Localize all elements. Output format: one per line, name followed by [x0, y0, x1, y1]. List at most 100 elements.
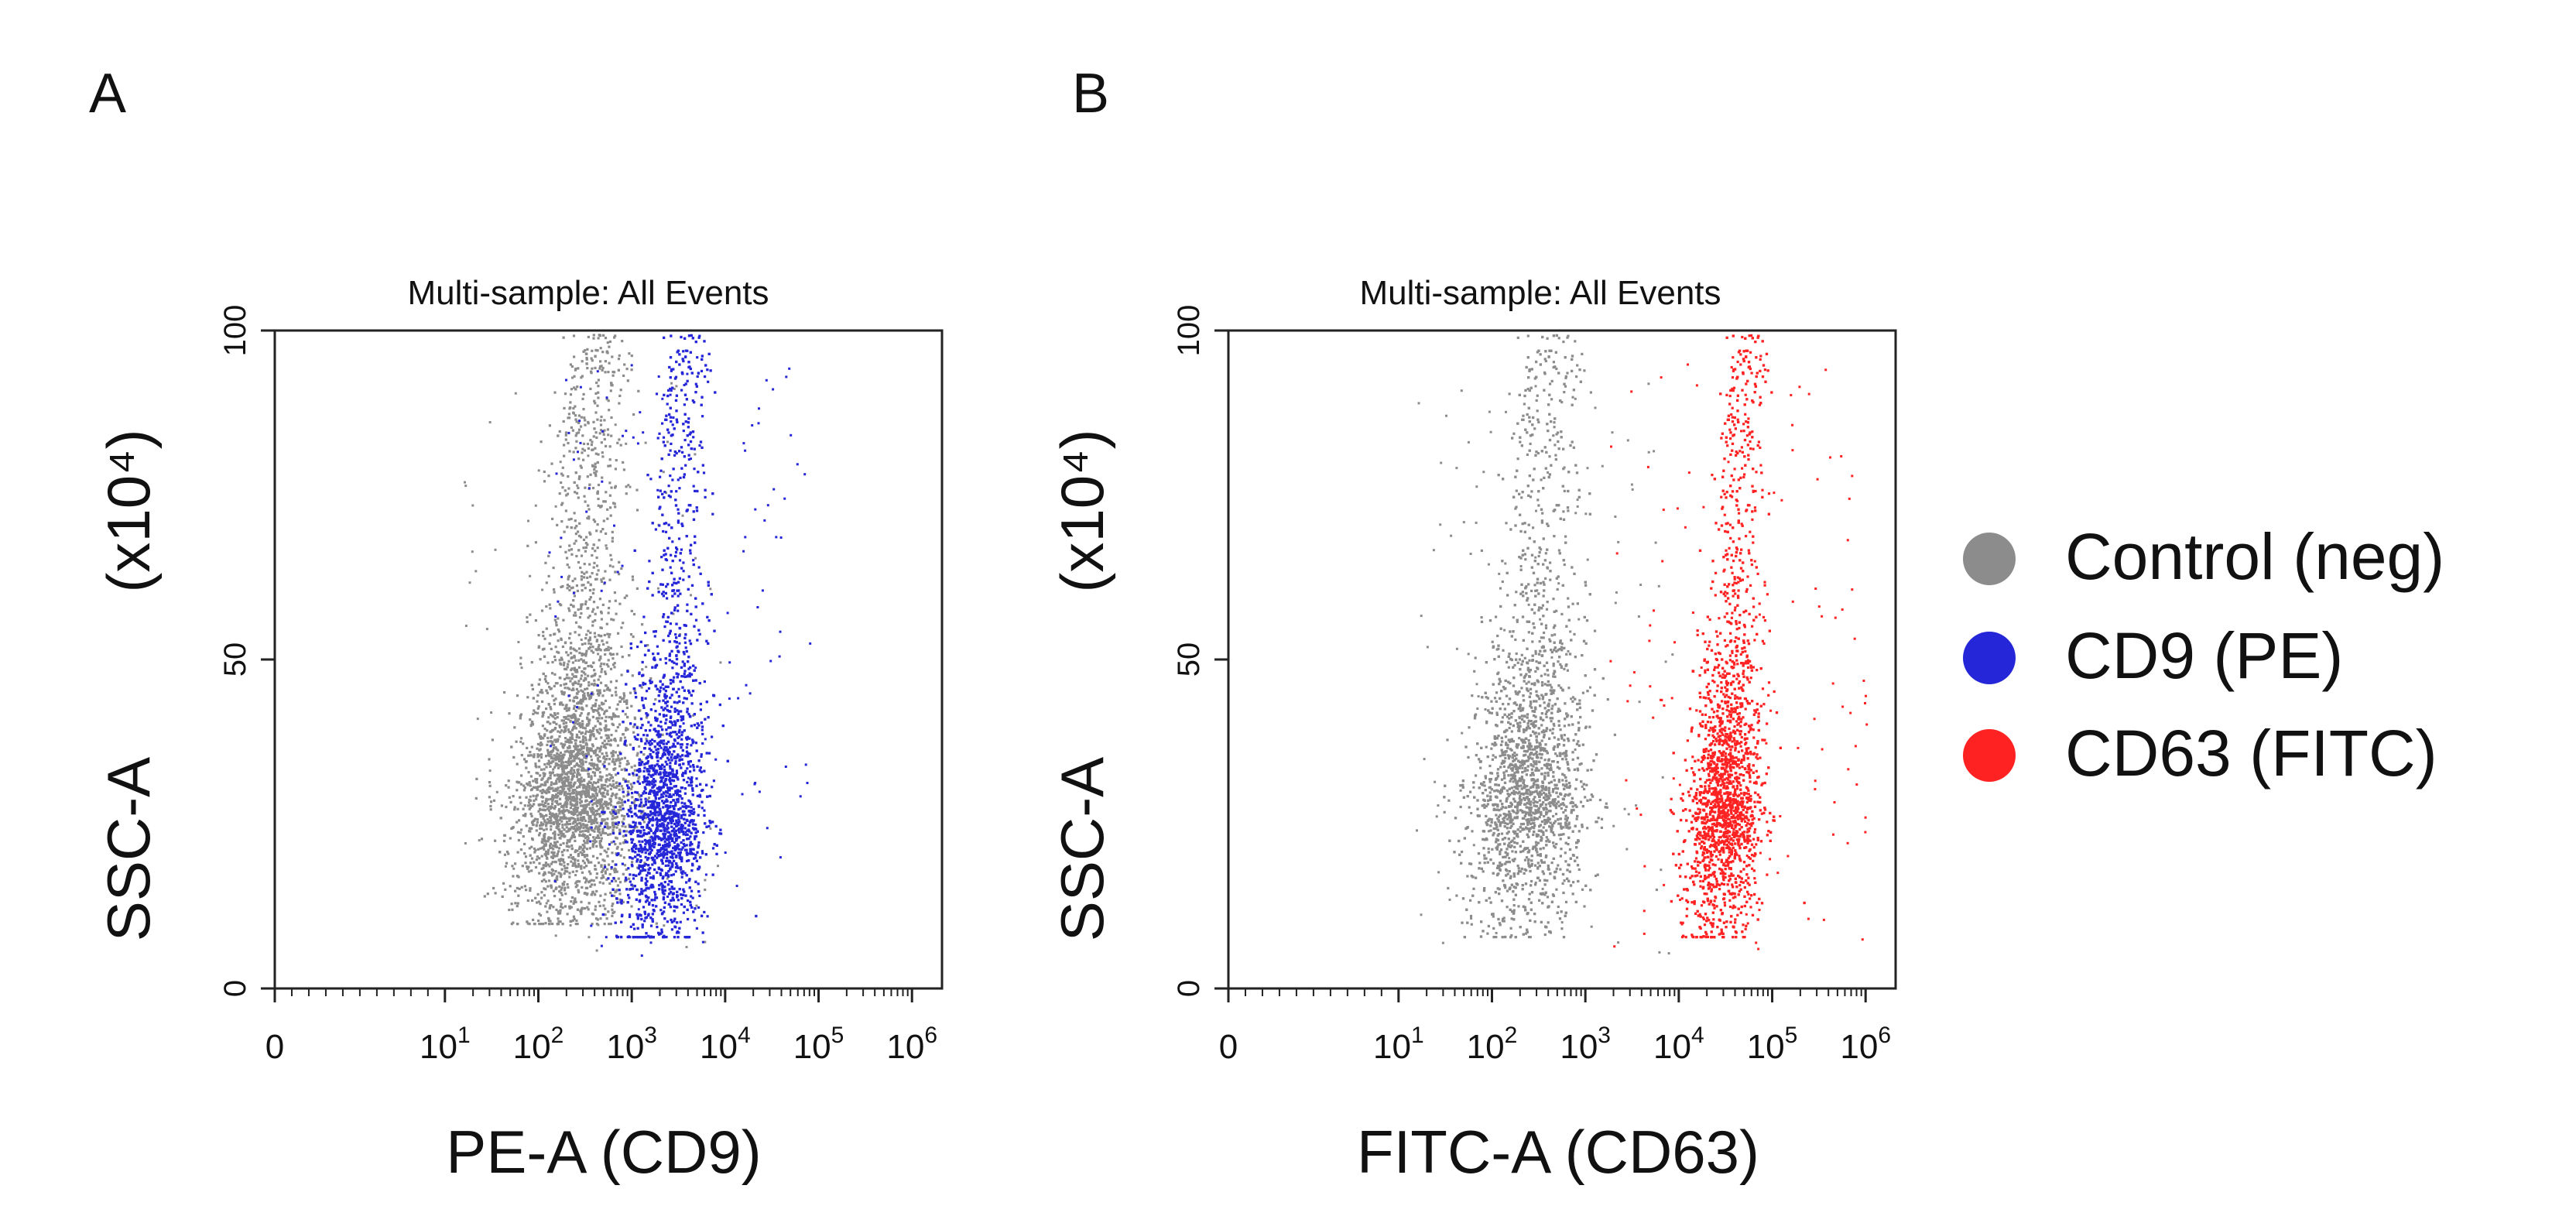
chart-a-point [666, 732, 669, 735]
chart-a-point [659, 475, 662, 478]
chart-a-point [683, 653, 686, 656]
chart-a-point [608, 633, 611, 636]
chart-a-point [601, 752, 604, 755]
chart-a-point [503, 853, 507, 856]
chart-a-point [604, 729, 607, 732]
chart-a-point [601, 366, 605, 370]
chart-a-point [562, 841, 565, 845]
chart-a-point [599, 347, 602, 350]
chart-a-point [577, 457, 581, 461]
chart-a-point [574, 830, 577, 833]
chart-a-point [516, 807, 519, 810]
chart-a-point [595, 639, 598, 642]
chart-a-point [591, 359, 594, 362]
chart-a-point [717, 865, 719, 868]
chart-a-point [572, 450, 575, 454]
chart-a-point [629, 633, 633, 636]
chart-a-point [663, 768, 666, 772]
chart-a-point [575, 492, 579, 495]
chart-a-point [543, 828, 546, 831]
chart-a-point [587, 870, 591, 873]
chart-a-point [581, 834, 584, 838]
chart-a-point [696, 375, 699, 379]
chart-a-point [591, 646, 594, 649]
chart-a-point [575, 756, 578, 759]
chart-a-point [486, 892, 489, 896]
chart-a-point [591, 591, 594, 594]
chart-a-point [499, 817, 502, 820]
chart-a-point [567, 487, 570, 490]
chart-a-point [591, 844, 594, 847]
chart-a-point [517, 838, 520, 842]
chart-a-point [584, 661, 587, 664]
chart-a-point [537, 469, 540, 472]
chart-a-point [595, 436, 598, 439]
chart-a-point [575, 802, 578, 805]
chart-a-point [611, 904, 614, 907]
chart-a-point [574, 715, 577, 718]
chart-a-point [572, 769, 575, 772]
chart-a-point [587, 447, 590, 450]
chart-a-point [554, 738, 558, 742]
chart-a-point [568, 838, 572, 841]
chart-a-point [579, 714, 582, 718]
chart-a-point [581, 819, 584, 822]
chart-a-series-1 [548, 334, 812, 958]
chart-a-point [567, 584, 571, 588]
chart-a-point [540, 827, 543, 831]
chart-a-point [566, 564, 569, 567]
chart-a-point [550, 462, 553, 465]
chart-a-point [545, 814, 548, 817]
chart-a-point [544, 843, 547, 846]
chart-a-point [576, 786, 579, 789]
chart-a-point [597, 678, 600, 681]
chart-a-point [582, 350, 585, 353]
chart-a-point [585, 787, 588, 790]
chart-a-point [554, 843, 557, 847]
chart-a-point [572, 699, 575, 702]
chart-a-point [594, 465, 597, 468]
chart-a-point [556, 852, 559, 855]
chart-a-point [605, 398, 608, 401]
chart-a-point [540, 841, 543, 844]
chart-a-point [611, 536, 614, 540]
chart-a-point [592, 879, 595, 882]
chart-a-point [553, 844, 557, 848]
chart-a-point [600, 580, 603, 584]
chart-a-point [648, 846, 651, 849]
chart-a-point [536, 772, 540, 775]
chart-a-point [691, 742, 694, 745]
chart-a-point [597, 453, 600, 456]
chart-a-point [593, 468, 596, 471]
chart-a-point [589, 734, 592, 737]
chart-a-point [610, 774, 613, 777]
chart-a-point [567, 796, 570, 799]
chart-a-point [543, 871, 546, 874]
chart-a-point [619, 737, 622, 740]
chart-a-point [587, 516, 591, 519]
chart-a-point [543, 809, 546, 812]
chart-a-point [514, 392, 517, 395]
chart-a-point [565, 830, 568, 833]
chart-a-point [533, 817, 537, 820]
chart-a-point [707, 824, 711, 827]
chart-a-point [539, 735, 543, 738]
chart-a-point [605, 778, 608, 782]
chart-a-point [549, 920, 552, 923]
chart-a-point [475, 777, 478, 780]
chart-a-point [543, 470, 546, 474]
chart-a-point [556, 878, 559, 881]
chart-a-point [639, 759, 642, 762]
chart-a-point [578, 651, 581, 655]
chart-a-point [567, 731, 570, 734]
chart-a-point [574, 851, 577, 854]
chart-a-point [565, 844, 568, 848]
chart-a-point [679, 851, 682, 854]
chart-a-point [627, 780, 630, 783]
chart-a-point [683, 697, 686, 700]
chart-a-point [553, 659, 557, 662]
chart-a-point [565, 725, 568, 728]
chart-a-point [561, 777, 564, 780]
chart-a-point [670, 755, 673, 759]
chart-a-point [531, 899, 534, 902]
